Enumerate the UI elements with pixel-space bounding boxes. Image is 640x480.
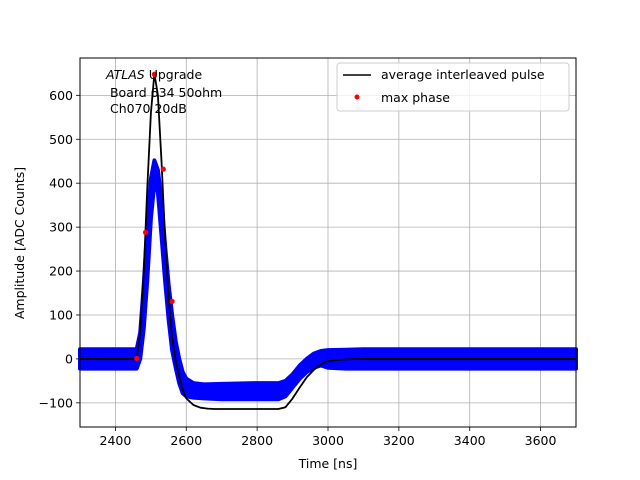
y-axis-ticks: −100 0 100 200 300 400 500 600 [39, 88, 80, 410]
y-tick-label: 200 [49, 264, 73, 279]
y-tick-label: −100 [39, 395, 73, 410]
x-tick-label: 3400 [454, 433, 486, 448]
y-tick-label: 400 [49, 176, 73, 191]
x-tick-label: 2400 [100, 433, 132, 448]
y-tick-label: 0 [65, 351, 73, 366]
legend-entry-max-phase: max phase [381, 90, 450, 105]
legend: average interleaved pulse max phase [336, 62, 570, 112]
max-phase-point [142, 229, 149, 235]
max-phase-point [160, 166, 166, 172]
y-tick-label: 300 [49, 220, 73, 235]
max-phase-point [151, 71, 157, 77]
x-tick-label: 2800 [241, 433, 273, 448]
x-tick-label: 3000 [312, 433, 344, 448]
y-tick-label: 500 [49, 132, 73, 147]
x-tick-label: 3200 [383, 433, 415, 448]
legend-marker-swatch [354, 94, 360, 100]
max-phase-point [169, 298, 175, 304]
average-pulse-path [80, 72, 576, 410]
x-tick-label: 3600 [525, 433, 557, 448]
annotation-upgrade: Upgrade [145, 67, 203, 82]
grid [80, 58, 576, 427]
x-axis-ticks: 2400 2600 2800 3000 3200 3400 3600 [100, 427, 557, 448]
max-phase-point [134, 355, 140, 362]
x-axis-label: Time [ns] [298, 456, 358, 471]
annotation-atlas: ATLAS [105, 67, 145, 82]
annotation-line-1: ATLAS Upgrade [105, 67, 202, 82]
legend-box [336, 62, 570, 112]
x-tick-label: 2600 [170, 433, 202, 448]
y-tick-label: 600 [49, 88, 73, 103]
max-phase-markers [134, 71, 175, 362]
annotation-line-3: Ch070 20dB [106, 101, 187, 116]
average-pulse-line [80, 72, 576, 410]
y-tick-label: 100 [49, 307, 73, 322]
y-axis-label: Amplitude [ADC Counts] [12, 167, 27, 319]
annotation-line-2: Board 634 50ohm [106, 85, 222, 100]
legend-entry-average: average interleaved pulse [381, 67, 545, 82]
annotation: ATLAS Upgrade Board 634 50ohm Ch070 20dB [105, 67, 222, 116]
